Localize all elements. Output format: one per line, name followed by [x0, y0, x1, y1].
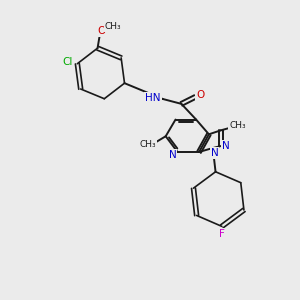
Text: N: N — [211, 148, 219, 158]
Text: CH₃: CH₃ — [140, 140, 156, 148]
Text: Cl: Cl — [62, 57, 73, 67]
Text: HN: HN — [145, 93, 161, 103]
Text: CH₃: CH₃ — [105, 22, 122, 31]
Text: N: N — [169, 150, 176, 160]
Text: N: N — [222, 141, 230, 151]
Text: O: O — [196, 90, 204, 100]
Text: O: O — [98, 26, 106, 37]
Text: CH₃: CH₃ — [229, 121, 246, 130]
Text: F: F — [219, 229, 225, 239]
